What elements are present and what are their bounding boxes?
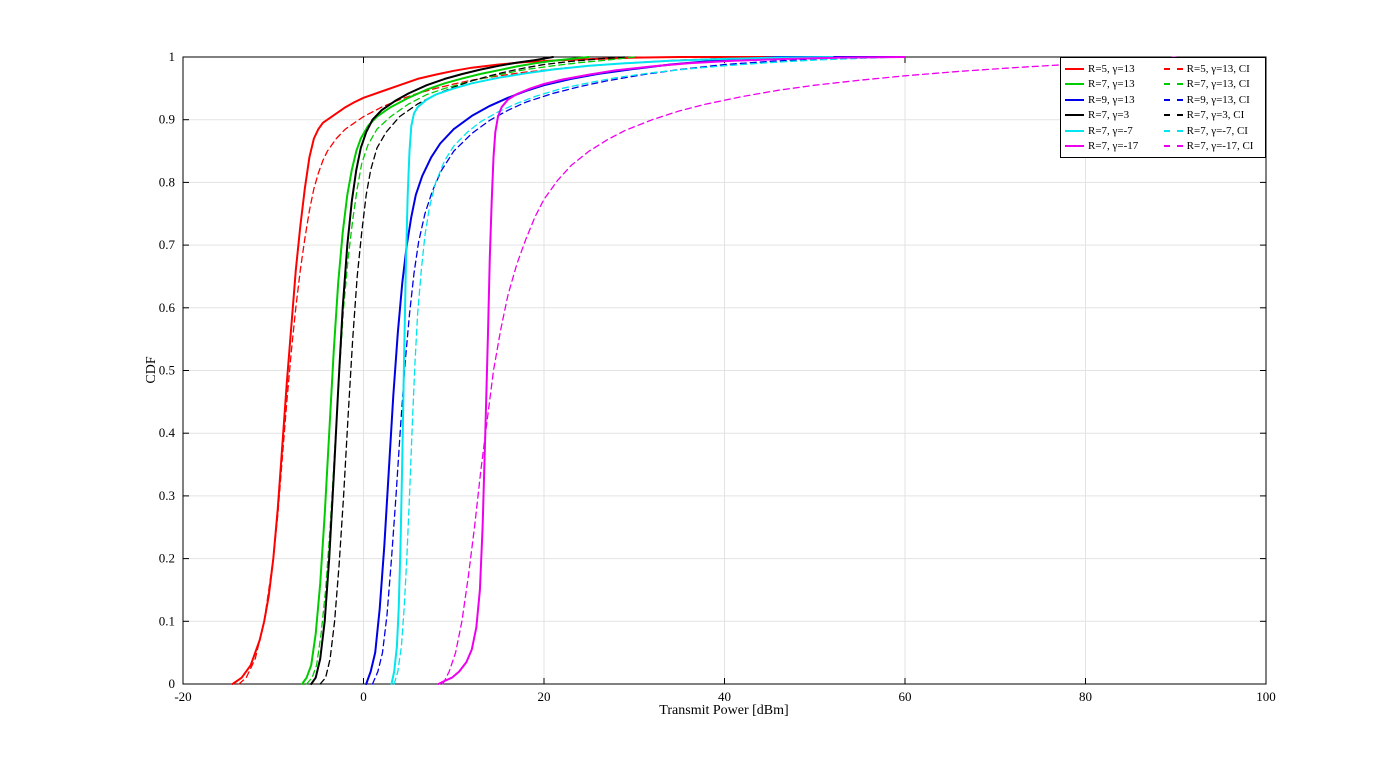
legend-line-swatch bbox=[1065, 114, 1084, 117]
series-line-8 bbox=[390, 56, 834, 685]
x-tick-label: 100 bbox=[1256, 689, 1276, 704]
legend-item: R=9, γ=13, CI bbox=[1163, 92, 1261, 108]
x-axis-label: Transmit Power [dBm] bbox=[659, 703, 789, 718]
series-line-7 bbox=[319, 56, 626, 685]
legend-item: R=7, γ=-17 bbox=[1065, 139, 1158, 155]
series-line-1 bbox=[238, 56, 771, 685]
legend-item: R=7, γ=-7, CI bbox=[1163, 123, 1261, 139]
legend-line-swatch bbox=[1065, 67, 1084, 70]
legend-line-swatch bbox=[1163, 83, 1183, 86]
y-tick-label: 0.5 bbox=[159, 363, 175, 378]
y-tick-label: 0.1 bbox=[159, 613, 175, 628]
x-tick-label: 0 bbox=[360, 689, 367, 704]
legend-item: R=7, γ=3 bbox=[1065, 108, 1158, 124]
legend-label: R=9, γ=13 bbox=[1088, 93, 1135, 106]
x-tick-label: 60 bbox=[899, 689, 912, 704]
legend-label: R=9, γ=13, CI bbox=[1186, 93, 1250, 106]
series-line-11 bbox=[442, 56, 1177, 685]
legend-item: R=7, γ=13 bbox=[1065, 77, 1158, 93]
legend-item: R=9, γ=13 bbox=[1065, 92, 1158, 108]
legend-label: R=7, γ=3 bbox=[1088, 109, 1130, 122]
series-line-10 bbox=[437, 56, 906, 685]
legend-label: R=5, γ=13 bbox=[1088, 62, 1135, 75]
y-tick-label: 1 bbox=[169, 49, 176, 64]
legend-label: R=7, γ=13, CI bbox=[1186, 78, 1250, 91]
legend-label: R=7, γ=-7, CI bbox=[1186, 124, 1248, 137]
series-line-6 bbox=[310, 56, 554, 685]
legend-line-swatch bbox=[1065, 129, 1084, 132]
y-tick-label: 0.9 bbox=[159, 112, 175, 127]
x-tick-label: -20 bbox=[174, 689, 191, 704]
legend-item: R=7, γ=3, CI bbox=[1163, 108, 1261, 124]
legend-line-swatch bbox=[1163, 145, 1183, 148]
legend-item: R=5, γ=13 bbox=[1065, 61, 1158, 77]
y-tick-label: 0.8 bbox=[159, 174, 175, 189]
y-tick-label: 0 bbox=[169, 676, 176, 691]
legend-line-swatch bbox=[1163, 98, 1183, 101]
legend: R=5, γ=13 R=5, γ=13, CI R=7, γ=13 R=7, γ=13… bbox=[1060, 57, 1266, 158]
legend-label: R=7, γ=-17 bbox=[1088, 140, 1139, 153]
legend-item: R=7, γ=-17, CI bbox=[1163, 139, 1261, 155]
series-line-2 bbox=[301, 56, 591, 685]
y-tick-label: 0.3 bbox=[159, 488, 175, 503]
legend-label: R=7, γ=3, CI bbox=[1186, 109, 1245, 122]
legend-label: R=7, γ=13 bbox=[1088, 78, 1135, 91]
legend-label: R=5, γ=13, CI bbox=[1186, 62, 1250, 75]
legend-label: R=7, γ=-17, CI bbox=[1186, 140, 1254, 153]
x-tick-label: 40 bbox=[718, 689, 731, 704]
legend-line-swatch bbox=[1163, 67, 1183, 70]
legend-line-swatch bbox=[1065, 145, 1084, 148]
y-tick-label: 0.4 bbox=[159, 425, 176, 440]
legend-item: R=7, γ=-7 bbox=[1065, 123, 1158, 139]
x-tick-label: 20 bbox=[538, 689, 551, 704]
legend-item: R=5, γ=13, CI bbox=[1163, 61, 1261, 77]
legend-line-swatch bbox=[1065, 98, 1084, 101]
legend-line-swatch bbox=[1163, 114, 1183, 117]
y-axis-label: CDF bbox=[144, 356, 159, 384]
series-line-9 bbox=[393, 56, 906, 685]
y-tick-label: 0.2 bbox=[159, 551, 175, 566]
legend-label: R=7, γ=-7 bbox=[1088, 124, 1133, 137]
legend-item: R=7, γ=13, CI bbox=[1163, 77, 1261, 93]
legend-line-swatch bbox=[1163, 129, 1183, 132]
legend-line-swatch bbox=[1065, 83, 1084, 86]
y-tick-label: 0.7 bbox=[159, 237, 176, 252]
series-line-3 bbox=[305, 56, 635, 685]
x-tick-label: 80 bbox=[1079, 689, 1092, 704]
y-tick-label: 0.6 bbox=[159, 300, 176, 315]
